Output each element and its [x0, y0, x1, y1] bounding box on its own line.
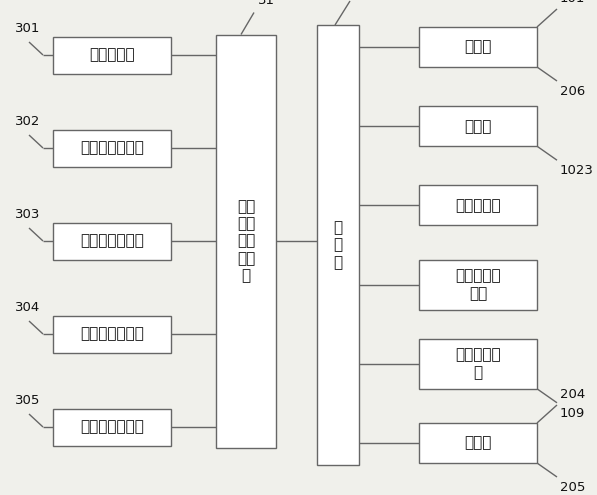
Text: 加湿器: 加湿器 — [464, 436, 492, 450]
Text: 三通比例调
节阀: 三通比例调 节阀 — [455, 268, 501, 301]
Bar — [53, 222, 171, 259]
Text: 305: 305 — [16, 394, 41, 407]
Bar — [419, 423, 537, 463]
Bar — [419, 106, 537, 146]
Bar — [419, 339, 537, 389]
Text: 303: 303 — [16, 208, 41, 221]
Text: 第二温度传感器: 第二温度传感器 — [80, 327, 144, 342]
Text: 传感
器数
据采
集系
统: 传感 器数 据采 集系 统 — [237, 198, 255, 283]
Text: 流量调节阀: 流量调节阀 — [455, 198, 501, 213]
Bar — [53, 315, 171, 352]
Bar — [419, 186, 537, 225]
Text: 辅助电加热
器: 辅助电加热 器 — [455, 347, 501, 380]
Text: 205: 205 — [560, 481, 586, 494]
Text: 206: 206 — [560, 85, 585, 98]
Text: 101: 101 — [560, 0, 586, 5]
Bar — [216, 35, 276, 447]
Text: 109: 109 — [560, 407, 585, 420]
Text: 第二湿度传感器: 第二湿度传感器 — [80, 419, 144, 435]
Text: 1023: 1023 — [560, 164, 594, 177]
Text: 31: 31 — [258, 0, 275, 7]
Text: 304: 304 — [16, 301, 41, 314]
Text: 送风机: 送风机 — [464, 119, 492, 134]
Bar — [53, 130, 171, 166]
Bar — [53, 37, 171, 73]
Text: 204: 204 — [560, 388, 585, 401]
Text: 压力传感器: 压力传感器 — [89, 48, 135, 62]
Text: 第一湿度传感器: 第一湿度传感器 — [80, 234, 144, 248]
Text: 压缩机: 压缩机 — [464, 40, 492, 54]
Text: 控
制
器: 控 制 器 — [334, 220, 343, 270]
Bar — [419, 259, 537, 309]
Text: 301: 301 — [16, 22, 41, 35]
Bar — [419, 27, 537, 67]
Text: 第一温度传感器: 第一温度传感器 — [80, 141, 144, 155]
Bar — [53, 408, 171, 446]
Text: 302: 302 — [16, 115, 41, 128]
Bar — [317, 25, 359, 465]
